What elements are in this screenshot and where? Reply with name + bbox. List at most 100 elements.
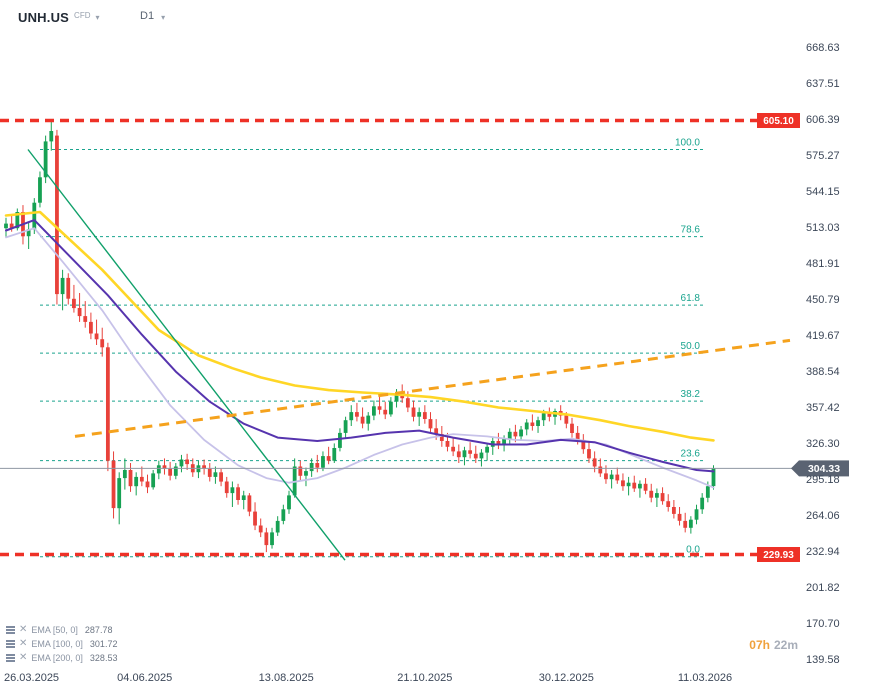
candle (83, 301, 88, 328)
chevron-down-icon: ▾ (95, 13, 100, 22)
candle (156, 460, 161, 480)
candle (72, 284, 76, 313)
fib-label: 61.8 (681, 293, 701, 304)
date-label: 04.06.2025 (117, 672, 172, 684)
price-tick: 232.94 (806, 546, 840, 558)
candle (196, 460, 201, 479)
candle (253, 502, 257, 531)
candle (292, 458, 297, 498)
candle (230, 481, 235, 507)
candle (77, 293, 82, 322)
candle (343, 416, 348, 438)
candle (134, 472, 139, 496)
chevron-down-icon: ▾ (161, 13, 166, 22)
ema-100-line[interactable] (5, 219, 715, 473)
price-tick: 295.18 (806, 474, 840, 486)
candle (298, 460, 303, 482)
candle (309, 458, 314, 477)
date-label: 30.12.2025 (539, 672, 594, 684)
candle (100, 327, 105, 357)
indicator-close-icon[interactable]: ✕ (19, 638, 28, 649)
time-axis[interactable]: 26.03.2025 04.06.2025 13.08.2025 21.10.2025… (4, 672, 732, 684)
date-label: 13.08.2025 (259, 672, 314, 684)
candle (649, 483, 654, 503)
candle (332, 443, 337, 463)
indicator-label: EMA [50, 0] (31, 625, 78, 635)
price-tick: 326.30 (806, 438, 840, 450)
indicator-settings-icon[interactable] (6, 626, 15, 634)
candle (275, 516, 280, 536)
candle (321, 451, 325, 472)
candle (655, 488, 659, 507)
candle (536, 416, 540, 433)
candle (615, 467, 620, 484)
uptrend-trendline[interactable] (74, 338, 791, 438)
candle (173, 463, 178, 480)
candle (598, 458, 603, 477)
price-tick: 264.06 (806, 510, 840, 522)
timeframe-label: D1 (140, 10, 155, 22)
indicator-label: EMA [100, 0] (31, 639, 83, 649)
candle (26, 222, 31, 249)
countdown-minutes: 22m (773, 638, 798, 652)
instrument-type-label: CFD (74, 11, 91, 20)
price-tick: 544.15 (806, 186, 840, 198)
price-tick: 139.58 (806, 654, 840, 666)
indicator-close-icon[interactable]: ✕ (19, 624, 28, 635)
candle (287, 490, 291, 514)
candle (711, 465, 716, 490)
candle (179, 454, 184, 473)
price-axis[interactable]: 668.63 637.51 606.39 575.27 544.15 513.03 481.… (806, 42, 840, 666)
candle (428, 412, 433, 433)
svg-text:304.33: 304.33 (808, 463, 840, 475)
price-tick: 201.82 (806, 582, 840, 594)
indicator-settings-icon[interactable] (6, 654, 15, 662)
candle (49, 120, 54, 151)
date-label: 26.03.2025 (4, 672, 59, 684)
candle (270, 527, 274, 549)
candle (587, 442, 591, 463)
candle (462, 446, 467, 466)
candle (683, 512, 688, 533)
price-tick: 450.79 (806, 294, 840, 306)
candle (202, 459, 206, 475)
candle (247, 493, 252, 517)
candle (89, 312, 93, 340)
price-tick: 357.42 (806, 402, 840, 414)
candle (66, 273, 71, 305)
date-label: 11.03.2026 (678, 672, 732, 684)
candle (117, 472, 122, 525)
candle (236, 483, 240, 505)
candle (315, 454, 320, 473)
indicator-close-icon[interactable]: ✕ (19, 652, 28, 663)
countdown-hours: 07h (749, 638, 770, 652)
fib-label: 100.0 (675, 138, 700, 149)
candle (360, 407, 365, 429)
candle (145, 474, 150, 494)
candle (570, 417, 574, 438)
symbol-label: UNH.US (18, 10, 70, 25)
downtrend-trendline[interactable] (27, 149, 346, 561)
symbol-selector[interactable]: UNH.US CFD ▾ (18, 10, 100, 25)
candle (304, 467, 308, 487)
fibonacci-retracement[interactable]: 100.0 78.6 61.8 50.0 38.2 23.6 0.0 (40, 138, 706, 558)
ema-200-line[interactable] (4, 210, 715, 442)
timeframe-selector[interactable]: D1 ▾ (140, 10, 165, 22)
price-tick: 170.70 (806, 618, 840, 630)
date-label: 21.10.2025 (397, 672, 452, 684)
candle (530, 414, 535, 431)
candle (55, 129, 59, 305)
candle (490, 437, 495, 455)
candle (326, 446, 331, 465)
candle (224, 476, 229, 498)
ema-50-line[interactable] (5, 227, 715, 489)
indicator-legend: ✕ EMA [50, 0] 287.78 ✕ EMA [100, 0] 301.… (6, 625, 117, 663)
candle (519, 426, 523, 441)
fib-label: 38.2 (681, 389, 701, 400)
candle (451, 437, 456, 457)
candle (666, 494, 671, 512)
candle (213, 466, 218, 484)
candle (417, 407, 422, 426)
indicator-settings-icon[interactable] (6, 640, 15, 648)
